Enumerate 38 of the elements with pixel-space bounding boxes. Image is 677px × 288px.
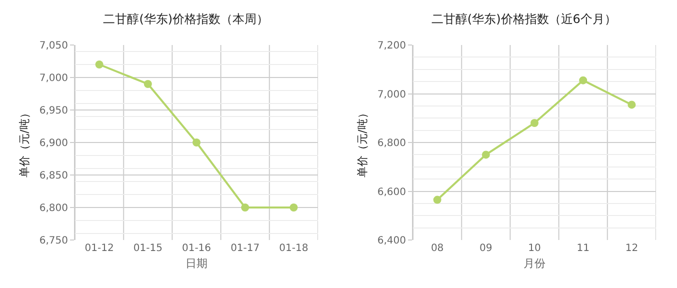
y-tick-label: 6,800 — [377, 138, 406, 149]
point — [290, 204, 298, 212]
point — [241, 204, 250, 212]
y-tick-label: 6,600 — [377, 186, 406, 198]
x-tick-label: 11 — [576, 243, 590, 254]
point — [530, 119, 538, 127]
x-tick-label: 12 — [625, 243, 638, 254]
y-tick-label: 6,850 — [39, 170, 68, 182]
y-tick-label: 7,000 — [377, 89, 406, 100]
y-tick-label: 6,950 — [39, 106, 68, 116]
point — [579, 76, 588, 84]
chart-title: 二甘醇(华东)价格指数（近6个月） — [431, 12, 616, 26]
y-tick-label: 6,400 — [377, 236, 406, 246]
x-tick-label: 01-16 — [182, 243, 212, 254]
y-tick-label: 6,800 — [39, 203, 68, 214]
y-tick-label: 6,750 — [39, 236, 68, 246]
point — [144, 80, 152, 88]
point — [95, 60, 104, 68]
point — [433, 196, 442, 204]
point — [482, 150, 490, 159]
chart-title: 二甘醇(华东)价格指数（本周） — [103, 12, 269, 26]
x-tick-label: 10 — [528, 243, 541, 254]
point — [192, 138, 200, 146]
x-tick-label: 01-17 — [230, 243, 260, 254]
x-axis-title: 月份 — [524, 257, 546, 270]
y-tick-label: 7,200 — [377, 40, 406, 52]
x-tick-label: 01-12 — [84, 243, 114, 254]
x-tick-label: 08 — [430, 243, 444, 254]
x-tick-label: 09 — [480, 243, 492, 254]
y-axis-title: 单价（元/吨） — [18, 108, 32, 178]
y-tick-label: 7,050 — [39, 40, 68, 52]
x-tick-label: 01-15 — [133, 243, 162, 254]
y-axis-title: 单价（元/吨） — [356, 108, 370, 178]
x-tick-label: 01-18 — [279, 243, 308, 254]
y-tick-label: 7,000 — [39, 73, 68, 84]
x-axis-title: 日期 — [186, 257, 208, 270]
point — [628, 100, 636, 109]
y-tick-label: 6,900 — [39, 138, 68, 149]
